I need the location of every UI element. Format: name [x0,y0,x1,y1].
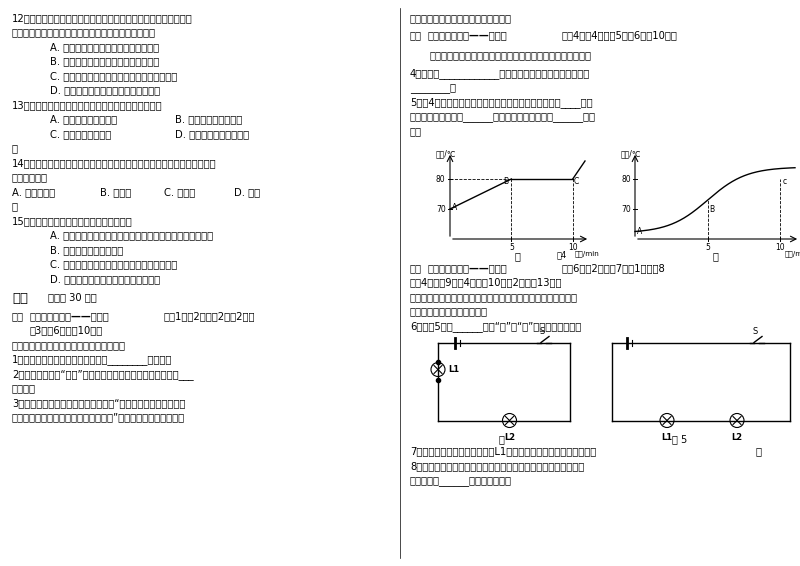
Text: （第1小题2分，第2小题2分，: （第1小题2分，第2小题2分， [164,311,255,321]
Text: 面问题，请你帮她做出答案。: 面问题，请你帮她做出答案。 [410,307,488,316]
Text: C. 放在洗衣机中烘干: C. 放在洗衣机中烘干 [50,129,111,139]
Text: 研究方法是：: 研究方法是： [12,173,48,182]
Text: （第6小题2分，第7小题1分，第8: （第6小题2分，第7小题1分，第8 [562,263,666,273]
Text: ________。: ________。 [410,83,456,93]
Text: D. 模型: D. 模型 [234,187,260,197]
Text: L1: L1 [448,365,459,374]
Text: A. 控制变量法: A. 控制变量法 [12,187,55,197]
Text: 6、在图5中，______（填“甲”或“乙”）图是并联电路。: 6、在图5中，______（填“甲”或“乙”）图是并联电路。 [410,321,582,332]
Text: 1、光在镜面上发生反射时，反射角________入射角。: 1、光在镜面上发生反射时，反射角________入射角。 [12,354,172,366]
Text: 。: 。 [755,447,761,457]
Text: 知识与技能综合——电现象: 知识与技能综合——电现象 [428,263,508,273]
Text: 二、: 二、 [410,31,422,41]
Text: 知识与技能综合——光现象: 知识与技能综合——光现象 [30,311,110,321]
Text: 甲: 甲 [498,435,505,444]
Text: D. 将湿衣服摔开晴在通风: D. 将湿衣服摔开晴在通风 [175,129,249,139]
Text: 12、小明开着锅盖煮鸡蛋。第一次水烧开后继续用急火加热；第二: 12、小明开着锅盖煮鸡蛋。第一次水烧开后继续用急火加热；第二 [12,13,193,23]
Text: S: S [752,327,758,336]
Text: 70: 70 [436,204,446,213]
Text: （满分 30 分）: （满分 30 分） [48,293,97,302]
Text: 处: 处 [12,144,18,153]
Text: L2: L2 [504,432,515,441]
Text: 4、物质由____________态叫燕化。最常见的燕化现象是：: 4、物质由____________态叫燕化。最常见的燕化现象是： [410,68,590,79]
Text: 14、小玉根据电路中的小灯泡是否发光判断电路中有无电流，采用的物理学: 14、小玉根据电路中的小灯泡是否发光判断电路中有无电流，采用的物理学 [12,158,217,168]
Text: 7、请在乙图中，用电流表测测L1的电流，在图中画出电流表的接法: 7、请在乙图中，用电流表测测L1的电流，在图中画出电流表的接法 [410,447,596,457]
Text: 次水烧开后，将火焰调小，但仍保持锅中的水沸腾。则: 次水烧开后，将火焰调小，但仍保持锅中的水沸腾。则 [12,28,156,37]
Text: B. 将湿衣服晴在向阳处: B. 将湿衣服晴在向阳处 [175,114,242,125]
Text: 小明在教室里看到挂在墙上的镜子时想到：: 小明在教室里看到挂在墙上的镜子时想到： [12,340,126,350]
Text: B. 类比法: B. 类比法 [100,187,131,197]
Text: C. 课堂上老师正在讲课，个别同学在小声讲话: C. 课堂上老师正在讲课，个别同学在小声讲话 [50,259,178,269]
Text: 造成的。: 造成的。 [12,384,36,393]
Text: 夏天，小玉在吃冰激凌时忹然想到如下问题，请你帮她回答。: 夏天，小玉在吃冰激凌时忹然想到如下问题，请你帮她回答。 [430,50,592,60]
Text: 温度/℃: 温度/℃ [621,149,642,158]
Text: B. 第二次熏得快，因为此时水的温度低: B. 第二次熏得快，因为此时水的温度低 [50,57,159,66]
Text: 小题4分，第9小题4分，第10小题2分，入13分）: 小题4分，第9小题4分，第10小题2分，入13分） [410,277,562,288]
Text: 间。: 间。 [410,126,422,136]
Text: 第3小题6分，共10分）: 第3小题6分，共10分） [30,325,103,336]
Text: 三、: 三、 [410,263,422,273]
Text: L1: L1 [662,432,673,441]
Text: 温度/℃: 温度/℃ [436,149,457,158]
Text: 平面镜的距离等于物体到平面镜的距离”。你能用实验证明上述说: 平面镜的距离等于物体到平面镜的距离”。你能用实验证明上述说 [12,413,185,422]
Text: 2、教室黑板发生“反光”现象，这是因为黑板太光滑，发生了___: 2、教室黑板发生“反光”现象，这是因为黑板太光滑，发生了___ [12,369,194,380]
Text: 甲: 甲 [514,251,521,261]
Text: A: A [637,227,642,236]
Text: 小兰在学校实验室做探究串、并联电路电流规律的实验时想到下: 小兰在学校实验室做探究串、并联电路电流规律的实验时想到下 [410,292,578,302]
Text: C. 转换法: C. 转换法 [164,187,195,197]
Text: 知识与技能综合——热现象: 知识与技能综合——热现象 [428,31,508,41]
Text: A. 将湿衣服晴在背阴处: A. 将湿衣服晴在背阴处 [50,114,117,125]
Text: C. 熏得一样快，因为水在沸腾后温度保持不变: C. 熏得一样快，因为水在沸腾后温度保持不变 [50,71,178,81]
Text: S: S [539,327,545,336]
Text: 时间/min: 时间/min [575,250,600,256]
Text: 8、街道上的路灯总是同时亮、同时灯，小兰认为路灯是串联的，: 8、街道上的路灯总是同时亮、同时灯，小兰认为路灯是串联的， [410,461,584,471]
Text: 乙: 乙 [712,251,718,261]
Text: B: B [710,205,715,214]
Text: 体物质，它的燕点是______。其中燕化的过程用了______的时: 体物质，它的燕点是______。其中燕化的过程用了______的时 [410,112,596,122]
Text: 5: 5 [509,243,514,252]
Text: 80: 80 [436,174,446,183]
Text: 一、: 一、 [12,311,24,321]
Text: 卷二: 卷二 [12,293,28,306]
Text: 70: 70 [621,204,630,213]
Text: 15、你认为下列情况中没有发出噪声的是：: 15、你认为下列情况中没有发出噪声的是： [12,216,133,226]
Text: L2: L2 [731,432,742,441]
Text: 图4: 图4 [557,250,567,259]
Text: （第4小题4分，第5小题6分入10分）: （第4小题4分，第5小题6分入10分） [562,31,678,41]
Text: 13、小明要将湿衣服尽快晴干，下列做法中错误的是：: 13、小明要将湿衣服尽快晴干，下列做法中错误的是： [12,100,162,110]
Text: 10: 10 [568,243,578,252]
Text: B. 半夜时，有人引氭高歌: B. 半夜时，有人引氭高歌 [50,245,123,255]
Text: 10: 10 [776,243,786,252]
Text: A. 中午，同学们在教室里学习、休息时，有些同学大声嫉戏: A. 中午，同学们在教室里学习、休息时，有些同学大声嫉戏 [50,230,213,241]
Text: 5: 5 [706,243,710,252]
Text: 法是正确的吗？请简述你的实验过程。: 法是正确的吗？请简述你的实验过程。 [410,13,512,23]
Text: 时间/min: 时间/min [785,250,800,256]
Text: C: C [574,177,579,186]
Text: 法: 法 [12,201,18,212]
Text: 图 5: 图 5 [672,435,688,444]
Text: D. 在歌剧院中，女高音歌唱家引尢高歌: D. 在歌剧院中，女高音歌唱家引尢高歌 [50,274,160,284]
Text: c: c [782,178,786,187]
Text: D. 无法比较，因为无法知道哪次水温高: D. 无法比较，因为无法知道哪次水温高 [50,85,160,96]
Text: A: A [452,204,458,212]
Text: B: B [503,177,509,186]
Text: 5、图4是甲乙两种物质的燕化图象，从图象中可以看出____是晶: 5、图4是甲乙两种物质的燕化图象，从图象中可以看出____是晶 [410,97,593,109]
Text: 答：路灯是______联，了，其它灯: 答：路灯是______联，了，其它灯 [410,475,512,486]
Text: 80: 80 [621,174,630,183]
Text: A. 第一次熏得快，因为此时水的温度高: A. 第一次熏得快，因为此时水的温度高 [50,42,159,52]
Text: 3、物体能在平面镜中成像。小明说：“物体在平面镜中成的像到: 3、物体能在平面镜中成像。小明说：“物体在平面镜中成的像到 [12,398,186,408]
